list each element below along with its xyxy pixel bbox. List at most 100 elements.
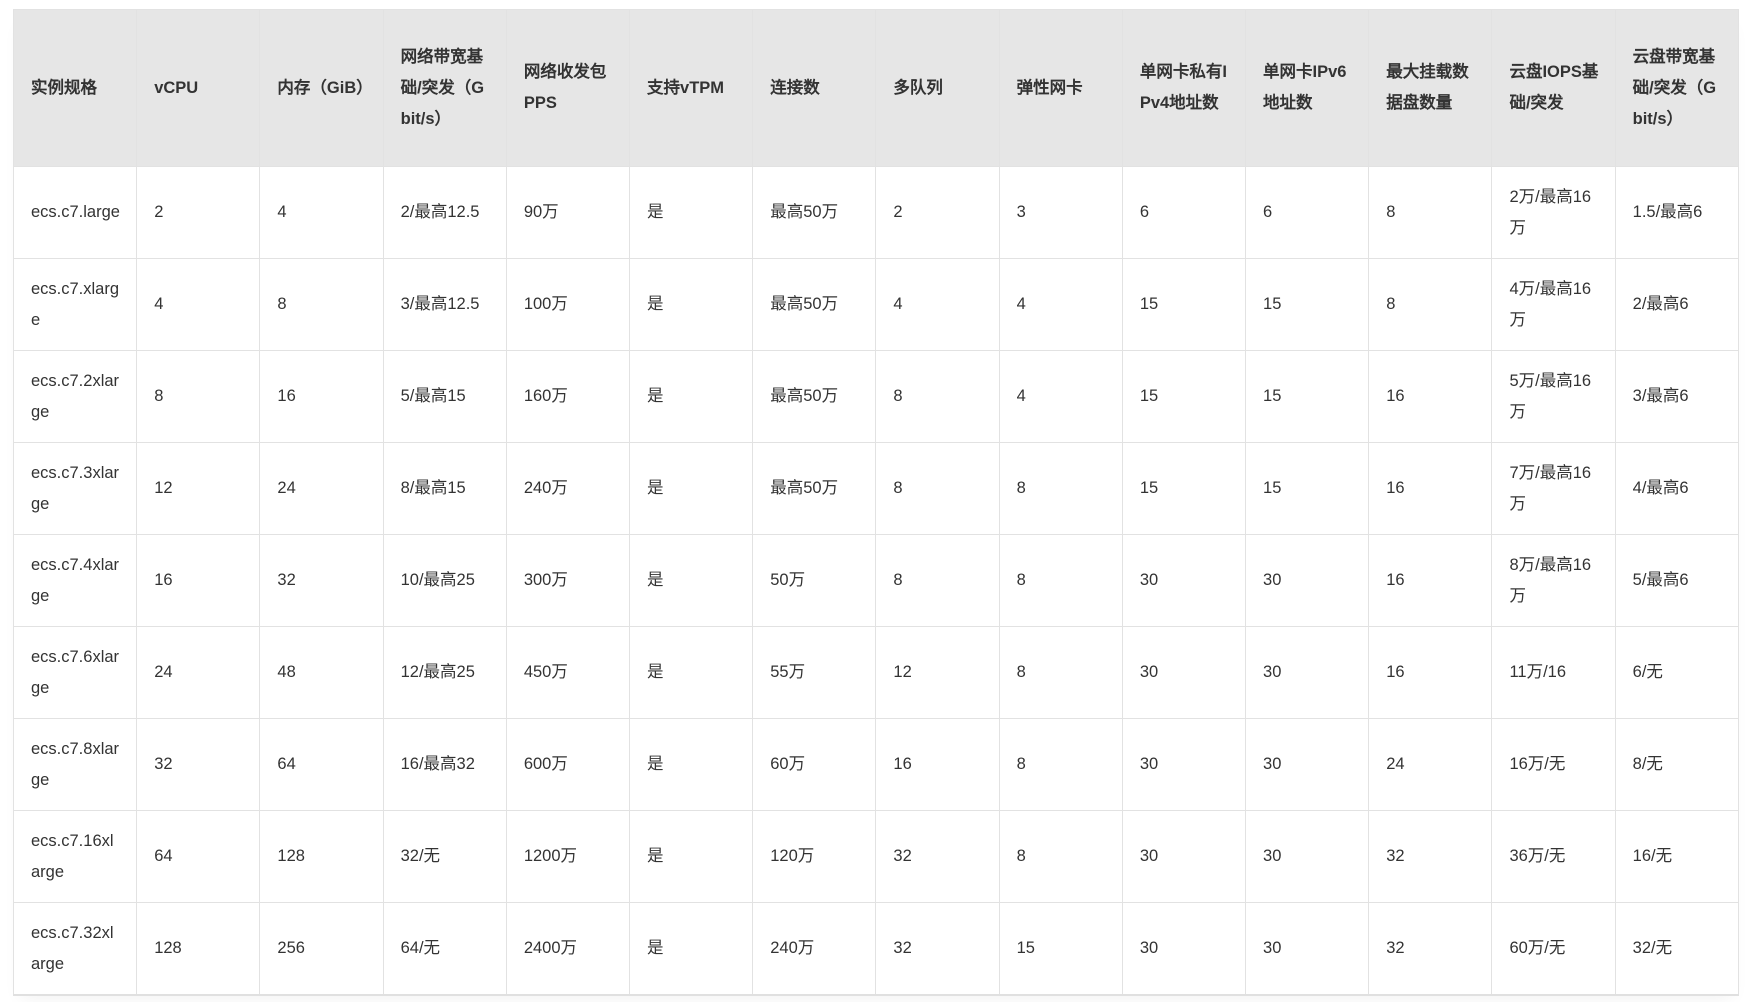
table-cell: 128 xyxy=(259,810,384,903)
table-cell: 32 xyxy=(259,534,384,627)
table-cell: 7万/最高16万 xyxy=(1491,442,1616,535)
table-cell: 15 xyxy=(1245,350,1370,443)
table-row: ecs.c7.6xlarge 24 48 12/最高25 450万是 55万 12 8 30 30… xyxy=(12,626,1740,719)
table-cell: 16/无 xyxy=(1614,810,1740,903)
table-cell: 4万/最高16万 xyxy=(1491,258,1616,351)
table-cell: 8万/最高16万 xyxy=(1491,534,1616,627)
table-cell: 128 xyxy=(136,902,261,996)
table-cell: 是 xyxy=(629,810,754,903)
table-cell: 55万 xyxy=(752,626,877,719)
table-cell: 是 xyxy=(629,534,754,627)
table-cell: 90万 xyxy=(505,166,631,259)
table-cell: 24 xyxy=(1368,718,1493,811)
column-header: 弹性网卡 xyxy=(998,9,1123,167)
table-cell: 6 xyxy=(1121,166,1247,259)
table-cell: 16万/无 xyxy=(1491,718,1616,811)
table-cell: 8 xyxy=(998,810,1123,903)
table-cell: 15 xyxy=(1121,442,1247,535)
instance-type-cell: ecs.c7.2xlarge xyxy=(12,350,138,443)
table-cell: 10/最高25 xyxy=(382,534,507,627)
table-header-row: 实例规格 vCPU 内存（GiB） 网络带宽基础/突发（Gbit/s） 网络收发包PPS… xyxy=(12,9,1740,167)
table-cell: 6 xyxy=(1245,166,1370,259)
table-cell: 3 xyxy=(998,166,1123,259)
table-cell: 16/最高32 xyxy=(382,718,507,811)
table-cell: 最高50万 xyxy=(752,258,877,351)
table-cell: 30 xyxy=(1245,626,1370,719)
column-header: 实例规格 xyxy=(12,9,138,167)
table-cell: 15 xyxy=(998,902,1123,996)
table-cell: 3/最高6 xyxy=(1614,350,1740,443)
table-cell: 450万 xyxy=(505,626,631,719)
table-cell: 8 xyxy=(998,718,1123,811)
instance-type-cell: ecs.c7.8xlarge xyxy=(12,718,138,811)
table-cell: 8 xyxy=(875,534,1000,627)
table-cell: 1200万 xyxy=(505,810,631,903)
column-header: 网络带宽基础/突发（Gbit/s） xyxy=(382,9,507,167)
column-header: 单网卡IPv6地址数 xyxy=(1245,9,1370,167)
table-cell: 16 xyxy=(1368,442,1493,535)
instance-type-cell: ecs.c7.3xlarge xyxy=(12,442,138,535)
table-row: ecs.c7.xlarge 4 8 3/最高12.5 100万是最高50万 4 4 15 15 8… xyxy=(12,258,1740,351)
table-cell: 是 xyxy=(629,350,754,443)
table-row: ecs.c7.16xlarge 64 128 32/无 1200万是 120万 32 8 30 3… xyxy=(12,810,1740,903)
table-cell: 16 xyxy=(1368,534,1493,627)
table-cell: 16 xyxy=(1368,350,1493,443)
table-cell: 8 xyxy=(1368,258,1493,351)
table-cell: 8 xyxy=(998,534,1123,627)
table-cell: 32/无 xyxy=(382,810,507,903)
column-header: vCPU xyxy=(136,9,261,167)
instance-spec-table: 实例规格 vCPU 内存（GiB） 网络带宽基础/突发（Gbit/s） 网络收发包PPS… xyxy=(12,9,1740,996)
table-cell: 16 xyxy=(259,350,384,443)
table-row: ecs.c7.4xlarge 16 32 10/最高25 300万是 50万 8 8 30 30 1… xyxy=(12,534,1740,627)
table-row: ecs.c7.2xlarge 8 16 5/最高15 160万是最高50万 8 4 15 15 1… xyxy=(12,350,1740,443)
table-cell: 32 xyxy=(875,902,1000,996)
table-cell: 160万 xyxy=(505,350,631,443)
table-cell: 4 xyxy=(136,258,261,351)
table-cell: 最高50万 xyxy=(752,442,877,535)
table-cell: 16 xyxy=(1368,626,1493,719)
instance-type-cell: ecs.c7.32xlarge xyxy=(12,902,138,996)
table-cell: 60万 xyxy=(752,718,877,811)
table-cell: 12 xyxy=(136,442,261,535)
column-header: 云盘IOPS基础/突发 xyxy=(1491,9,1616,167)
table-cell: 8 xyxy=(875,442,1000,535)
table-cell: 100万 xyxy=(505,258,631,351)
table-cell: 30 xyxy=(1121,810,1247,903)
instance-type-cell: ecs.c7.16xlarge xyxy=(12,810,138,903)
table-cell: 120万 xyxy=(752,810,877,903)
table-cell: 4 xyxy=(875,258,1000,351)
instance-type-cell: ecs.c7.6xlarge xyxy=(12,626,138,719)
table-cell: 24 xyxy=(259,442,384,535)
table-cell: 4 xyxy=(259,166,384,259)
table-cell: 是 xyxy=(629,718,754,811)
table-cell: 6/无 xyxy=(1614,626,1740,719)
table-cell: 是 xyxy=(629,626,754,719)
table-cell: 2 xyxy=(136,166,261,259)
table-cell: 48 xyxy=(259,626,384,719)
table-cell: 8 xyxy=(136,350,261,443)
table-cell: 32/无 xyxy=(1614,902,1740,996)
column-header: 最大挂载数据盘数量 xyxy=(1368,9,1493,167)
table-cell: 11万/16 xyxy=(1491,626,1616,719)
table-cell: 2 xyxy=(875,166,1000,259)
table-row: ecs.c7.3xlarge 12 24 8/最高15 240万是最高50万 8 8 15 15… xyxy=(12,442,1740,535)
table-cell: 2/最高12.5 xyxy=(382,166,507,259)
table-cell: 是 xyxy=(629,442,754,535)
table-cell: 24 xyxy=(136,626,261,719)
column-header: 连接数 xyxy=(752,9,877,167)
table-cell: 30 xyxy=(1245,902,1370,996)
table-cell: 30 xyxy=(1121,534,1247,627)
table-cell: 4 xyxy=(998,350,1123,443)
table-cell: 16 xyxy=(875,718,1000,811)
table-cell: 60万/无 xyxy=(1491,902,1616,996)
table-cell: 32 xyxy=(875,810,1000,903)
table-cell: 32 xyxy=(1368,902,1493,996)
table-cell: 64 xyxy=(136,810,261,903)
table-cell: 256 xyxy=(259,902,384,996)
table-cell: 是 xyxy=(629,258,754,351)
table-row: ecs.c7.32xlarge 128 256 64/无 2400万是 240万 32 15 3… xyxy=(12,902,1740,996)
table-cell: 2400万 xyxy=(505,902,631,996)
table-cell: 64 xyxy=(259,718,384,811)
table-row: ecs.c7.large 2 4 2/最高12.5 90万是最高50万 2 3 6 6 8 2万/最… xyxy=(12,166,1740,259)
table-cell: 30 xyxy=(1121,718,1247,811)
